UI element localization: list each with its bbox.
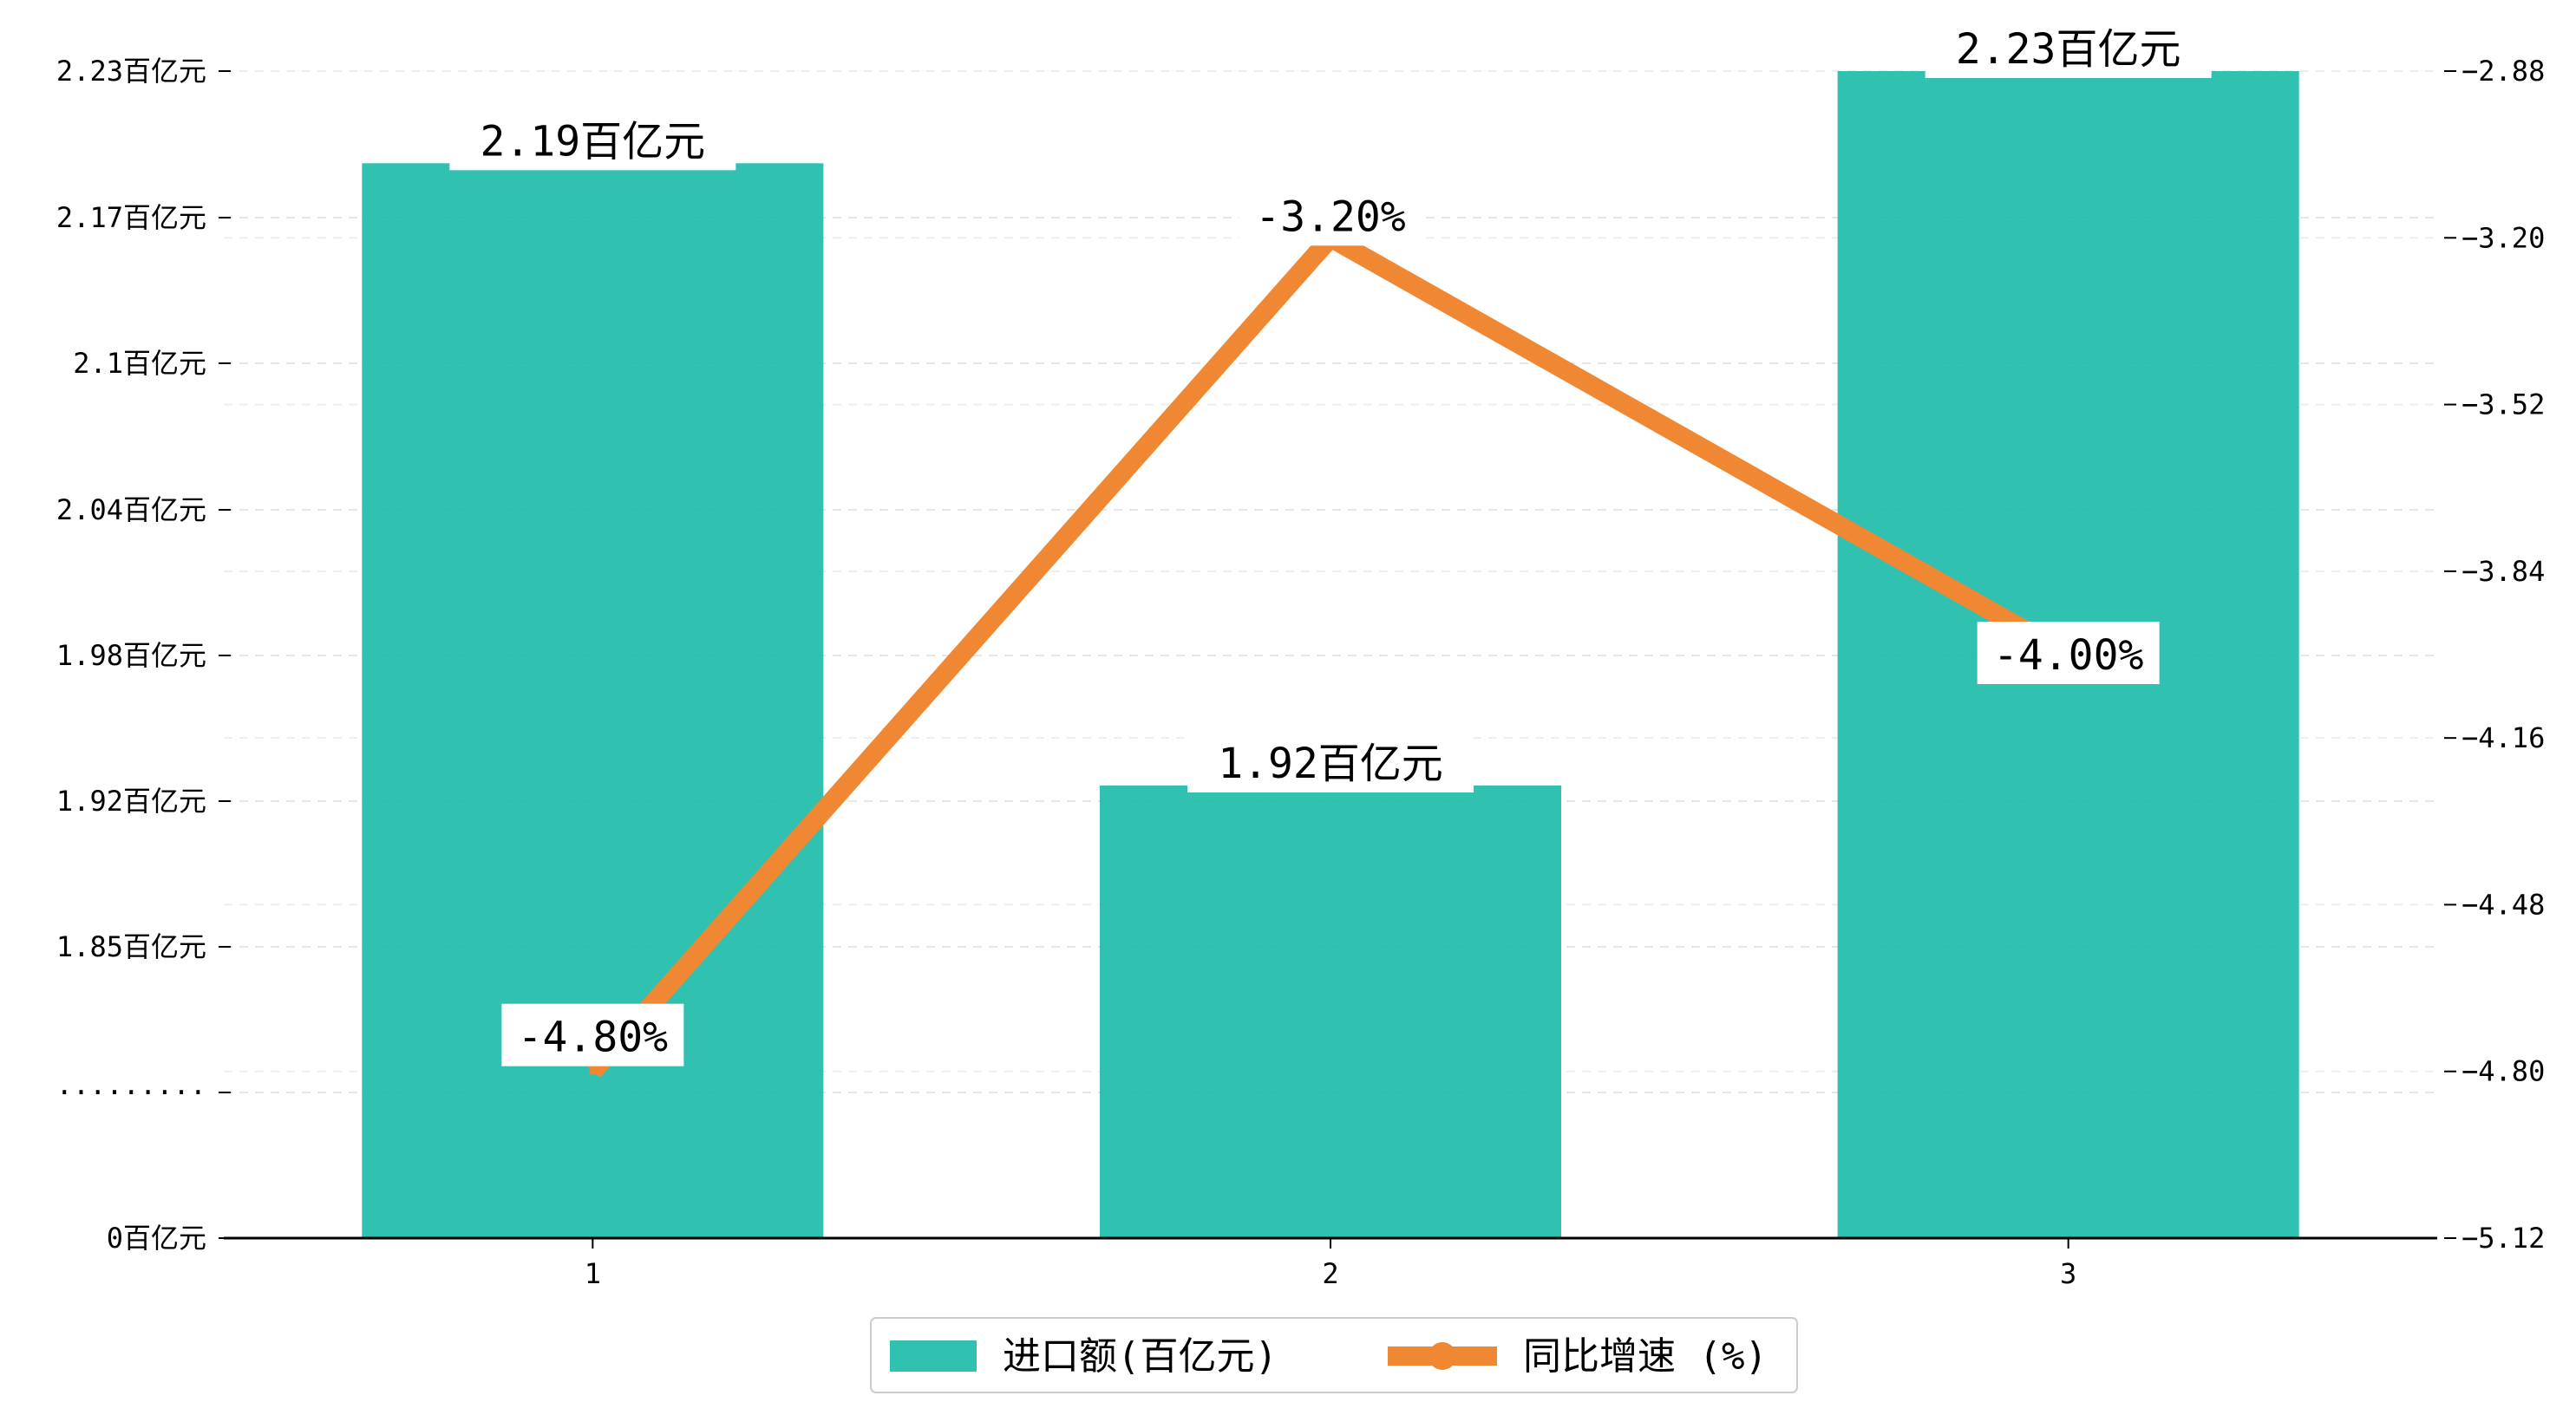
- bar-value-label-box: [449, 108, 736, 171]
- bar-value-label: 2.19百亿元: [481, 117, 706, 166]
- bar-value-label-box: [1925, 16, 2212, 78]
- right-axis-tick-label: −5.12: [2462, 1222, 2545, 1255]
- left-axis-tick-label: 2.04百亿元: [56, 493, 206, 526]
- left-axis-tick-label: 2.23百亿元: [56, 55, 206, 88]
- bar-value-label: 1.92百亿元: [1218, 740, 1443, 788]
- right-axis-tick-label: −3.20: [2462, 221, 2545, 254]
- left-axis-tick-label: 1.85百亿元: [56, 930, 206, 963]
- axes: 0百亿元 ········· 1.85百亿元 1.92百亿元 1.98百亿元 2.04百亿…: [56, 55, 2546, 1290]
- line-value-label: -4.80%: [518, 1014, 668, 1062]
- left-axis-tick-label: ·········: [56, 1076, 206, 1109]
- line-value-label: -3.20%: [1255, 192, 1405, 241]
- line-value-label-box: [1977, 622, 2160, 684]
- right-axis-tick-label: −4.80: [2462, 1055, 2545, 1088]
- right-axis-tick-label: −4.16: [2462, 721, 2545, 754]
- bar: [1100, 785, 1561, 1238]
- line-value-label: -4.00%: [1993, 631, 2143, 680]
- right-axis-tick-label: −3.52: [2462, 388, 2545, 421]
- x-axis-tick-label: 2: [1322, 1257, 1338, 1290]
- left-axis-tick-label: 1.92百亿元: [56, 785, 206, 818]
- x-axis-tick-label: 3: [2060, 1257, 2076, 1290]
- legend: 进口额(百亿元) 同比增速 (%): [870, 1317, 1798, 1393]
- right-axis-tick-label: −2.88: [2462, 55, 2545, 88]
- right-axis-tick-label: −4.48: [2462, 888, 2545, 921]
- legend-box: [870, 1317, 1798, 1393]
- left-axis-tick-label: 1.98百亿元: [56, 639, 206, 672]
- left-axis-tick-label: 2.17百亿元: [56, 201, 206, 234]
- bar: [362, 163, 824, 1238]
- bar-value-label: 2.23百亿元: [1956, 25, 2181, 74]
- legend-swatch-marker: [1429, 1342, 1456, 1370]
- line-value-label-box: [1239, 183, 1422, 246]
- data-labels: 2.19百亿元 1.92百亿元 2.23百亿元 -4.80% -3.20% -4.00%: [449, 16, 2212, 1066]
- left-axis-tick-label: 2.1百亿元: [73, 347, 206, 380]
- left-axis-tick-label: 0百亿元: [107, 1222, 206, 1255]
- legend-swatch-bar: [890, 1340, 977, 1372]
- legend-label-bar: 进口额(百亿元): [1003, 1334, 1278, 1379]
- bar-value-label-box: [1187, 729, 1474, 792]
- line-value-label-box: [501, 1003, 684, 1066]
- right-axis-tick-label: −3.84: [2462, 555, 2545, 588]
- legend-label-line: 同比增速 (%): [1523, 1334, 1768, 1379]
- x-axis-tick-label: 1: [585, 1257, 601, 1290]
- line-point: [589, 1067, 597, 1075]
